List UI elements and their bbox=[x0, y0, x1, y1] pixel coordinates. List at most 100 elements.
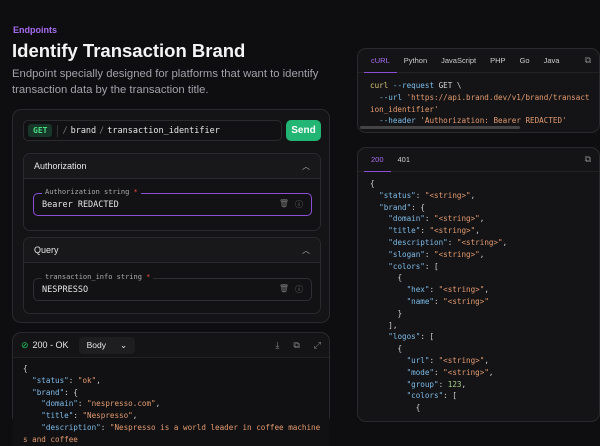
tab-python[interactable]: Python bbox=[403, 56, 428, 65]
send-button[interactable]: Send bbox=[286, 120, 321, 141]
path-segment: brand bbox=[70, 125, 97, 136]
field-label: transaction_info bbox=[45, 273, 113, 281]
code-token: : bbox=[424, 249, 435, 259]
tab-java[interactable]: Java bbox=[543, 56, 560, 65]
copy-icon[interactable]: ⧉ bbox=[584, 154, 591, 164]
expand-icon[interactable]: ⤢ bbox=[313, 339, 321, 350]
code-token: : bbox=[429, 355, 439, 365]
copy-icon[interactable]: ⧉ bbox=[584, 55, 591, 65]
authorization-header[interactable]: Authorization ︿ bbox=[24, 154, 320, 179]
code-token: , bbox=[502, 237, 508, 247]
request-panel: GET / brand / transaction_identifier Sen… bbox=[12, 109, 330, 323]
tab-401[interactable]: 401 bbox=[397, 155, 411, 164]
path-separator: / bbox=[62, 125, 68, 136]
breadcrumb[interactable]: Endpoints bbox=[13, 25, 57, 35]
transaction-info-value[interactable]: NESPRESSO bbox=[42, 284, 89, 295]
download-icon[interactable]: ⤓ bbox=[275, 339, 280, 350]
tab-php[interactable]: PHP bbox=[490, 56, 506, 65]
chevron-up-icon[interactable]: ︿ bbox=[302, 161, 310, 171]
code-line: "description": "Nespresso is a world lea… bbox=[23, 422, 321, 446]
code-token bbox=[370, 262, 388, 271]
code-token: "<string>" bbox=[438, 285, 485, 295]
code-token: "<string>" bbox=[456, 237, 503, 247]
code-token: : [ bbox=[424, 261, 439, 271]
code-token: , bbox=[132, 411, 138, 421]
code-token: , bbox=[461, 379, 467, 389]
code-token: "domain" bbox=[388, 214, 425, 224]
code-token: : bbox=[77, 399, 88, 409]
code-token bbox=[23, 376, 32, 385]
info-icon[interactable]: ⓘ bbox=[295, 200, 303, 209]
code-line: ], bbox=[370, 320, 593, 332]
code-token: 123 bbox=[447, 379, 462, 389]
code-token: "<string>" bbox=[443, 367, 489, 377]
code-line: "name": "<string>" bbox=[370, 296, 593, 308]
code-token: "<string>" bbox=[429, 226, 476, 236]
code-token bbox=[370, 285, 407, 294]
code-token: "group" bbox=[406, 379, 439, 389]
horizontal-scrollbar[interactable] bbox=[360, 126, 520, 129]
field-type: string bbox=[104, 188, 130, 196]
query-section: Query ︿ transaction_info string * NESPRES… bbox=[23, 237, 321, 314]
code-token: "title" bbox=[388, 226, 421, 236]
authorization-field[interactable]: Authorization string * Bearer REDACTED 🗑… bbox=[33, 188, 312, 216]
code-token: "<string>" bbox=[443, 296, 489, 306]
tab-curl[interactable]: cURL bbox=[364, 49, 397, 73]
check-circle-icon: ⊘ bbox=[21, 339, 29, 350]
chevron-down-icon: ⌄ bbox=[119, 339, 128, 350]
tab-javascript[interactable]: JavaScript bbox=[441, 56, 477, 65]
copy-icon[interactable]: ⧉ bbox=[293, 339, 300, 350]
code-line: { bbox=[370, 402, 593, 414]
code-token: "url" bbox=[406, 355, 430, 365]
section-title: Query bbox=[34, 245, 59, 255]
code-line: --header 'Authorization: Bearer REDACTED… bbox=[370, 115, 593, 127]
section-title: Authorization bbox=[34, 161, 87, 171]
code-token: { bbox=[370, 179, 375, 188]
view-select[interactable]: Body ⌄ bbox=[78, 336, 136, 354]
code-token bbox=[370, 214, 388, 223]
code-token: "nespresso.com" bbox=[87, 399, 156, 409]
code-token: : [ bbox=[443, 391, 457, 401]
authorization-value[interactable]: Bearer REDACTED bbox=[42, 199, 119, 210]
tab-200[interactable]: 200 bbox=[364, 148, 391, 172]
code-token: 'https://api.brand.dev/v1/brand/transact… bbox=[370, 92, 590, 114]
tab-go[interactable]: Go bbox=[519, 56, 530, 65]
chevron-up-icon[interactable]: ︿ bbox=[302, 245, 310, 255]
page-description: Endpoint specially designed for platform… bbox=[12, 68, 319, 96]
code-token: : bbox=[68, 375, 78, 385]
path-separator: / bbox=[99, 125, 105, 136]
code-token bbox=[370, 191, 379, 200]
transaction-info-field[interactable]: transaction_info string * NESPRESSO 🗑 ⓘ bbox=[33, 273, 312, 301]
code-line: } bbox=[370, 308, 593, 320]
code-token: "ok" bbox=[77, 375, 97, 385]
code-token: GET \ bbox=[434, 81, 462, 90]
query-header[interactable]: Query ︿ bbox=[24, 238, 320, 263]
code-line: "url": "<string>", bbox=[370, 355, 593, 367]
code-token: "logos" bbox=[388, 332, 421, 342]
code-token: : bbox=[100, 422, 110, 432]
code-token: , bbox=[488, 367, 494, 377]
code-line: "domain": "<string>", bbox=[370, 213, 593, 225]
code-token: "title" bbox=[41, 411, 74, 421]
view-value: Body bbox=[86, 339, 106, 350]
trash-icon[interactable]: 🗑 bbox=[278, 199, 289, 208]
code-token: { bbox=[370, 344, 403, 354]
trash-icon[interactable]: 🗑 bbox=[278, 284, 289, 293]
code-line: "brand": { bbox=[23, 387, 321, 399]
code-token: : bbox=[424, 214, 435, 224]
code-sample: curl --request GET \ --url 'https://api.… bbox=[358, 73, 599, 127]
code-token bbox=[370, 226, 388, 235]
path-segment: transaction_identifier bbox=[107, 125, 220, 136]
code-token bbox=[23, 423, 41, 432]
code-line: "status": "ok", bbox=[23, 375, 321, 387]
code-token bbox=[370, 380, 407, 389]
code-token: "slogan" bbox=[388, 249, 425, 259]
code-token: "domain" bbox=[41, 399, 78, 409]
code-line: "title": "<string>", bbox=[370, 225, 593, 237]
code-token bbox=[370, 391, 407, 400]
code-sample-panel: cURL Python JavaScript PHP Go Java ⧉ curl --re… bbox=[357, 48, 600, 133]
info-icon[interactable]: ⓘ bbox=[295, 285, 303, 294]
code-line: { bbox=[370, 178, 593, 190]
response-panel: ⊘ 200 - OK Body ⌄ ⤓ ⧉ ⤢ { "status": "ok", "… bbox=[12, 332, 330, 446]
code-token: : bbox=[447, 237, 457, 247]
